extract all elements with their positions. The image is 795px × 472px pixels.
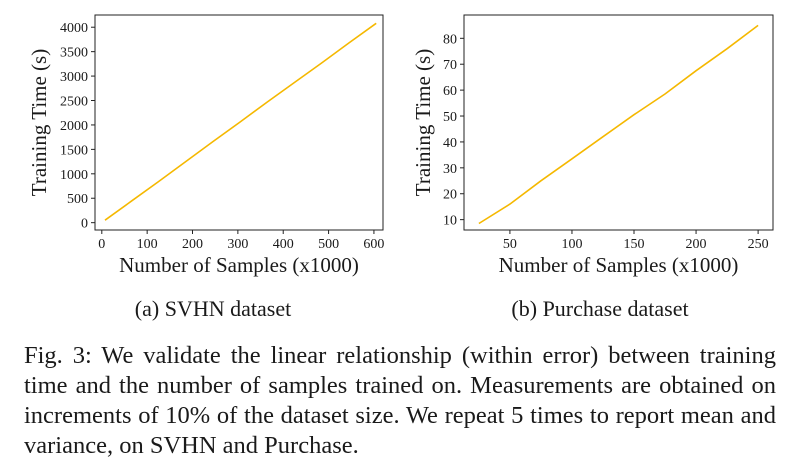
panel-a-x-tick-label: 500 bbox=[318, 237, 339, 252]
panel-b-y-tick-label: 10 bbox=[443, 214, 457, 229]
panel-a-y-tick-label: 3000 bbox=[60, 70, 88, 85]
panel-b-subcaption: (b) Purchase dataset bbox=[511, 296, 688, 321]
panel-a-y-axis-label: Training Time (s) bbox=[27, 49, 51, 196]
panel-a-y-tick-label: 1500 bbox=[60, 143, 88, 158]
caption-text: We validate the linear relationship (wit… bbox=[24, 342, 776, 459]
panel-a-y-tick-label: 2000 bbox=[60, 119, 88, 134]
panel-b-x-tick-label: 200 bbox=[686, 237, 707, 252]
panel-b-y-tick-label: 40 bbox=[443, 136, 457, 151]
panel-svhn: 0 100 200 300 400 500 600 0 500 1000 1500 2000 2500 3… bbox=[27, 14, 384, 321]
panel-a-x-tick-label: 400 bbox=[273, 237, 294, 252]
panel-b-x-tick-label: 100 bbox=[561, 237, 582, 252]
panel-b-y-tick-label: 80 bbox=[443, 32, 457, 47]
panel-b-x-tick-label: 50 bbox=[503, 237, 517, 252]
panel-a-axes-frame bbox=[94, 14, 384, 231]
panel-a-y-tick-label: 500 bbox=[67, 192, 88, 207]
panel-a-x-tick-label: 100 bbox=[137, 237, 158, 252]
panel-b-series-line bbox=[478, 24, 759, 225]
panel-a-x-tick-label: 0 bbox=[98, 237, 105, 252]
panel-a-y-tick-label: 1000 bbox=[60, 168, 88, 183]
panel-a-y-tick-label: 0 bbox=[81, 217, 88, 232]
panel-b-y-tick-label: 30 bbox=[443, 162, 457, 177]
panel-b-x-tick-label: 150 bbox=[624, 237, 645, 252]
panel-a-x-tick-label: 200 bbox=[182, 237, 203, 252]
panel-purchase: 50 100 150 200 250 10 20 30 40 50 60 70 80 Number of … bbox=[411, 14, 774, 321]
caption-prefix: Fig. 3: bbox=[24, 342, 92, 369]
panel-b-y-tick-label: 70 bbox=[443, 58, 457, 73]
panel-a-x-tick-label: 300 bbox=[227, 237, 248, 252]
panel-a-series-line bbox=[104, 22, 377, 221]
panel-b-y-tick-label: 20 bbox=[443, 188, 457, 203]
panel-b-y-tick-label: 50 bbox=[443, 110, 457, 125]
panel-a-x-tick-label: 600 bbox=[363, 237, 384, 252]
panel-a-subcaption: (a) SVHN dataset bbox=[135, 296, 291, 321]
panel-b-x-axis-label: Number of Samples (x1000) bbox=[499, 253, 739, 277]
panel-b-y-tick-label: 60 bbox=[443, 84, 457, 99]
panel-a-y-tick-label: 4000 bbox=[60, 21, 88, 36]
figure-caption: Fig. 3: We validate the linear relations… bbox=[24, 341, 776, 461]
figure: 0 100 200 300 400 500 600 0 500 1000 1500 2000 2500 3… bbox=[27, 14, 774, 321]
panel-b-axes-frame bbox=[463, 14, 774, 231]
panel-b-x-tick-label: 250 bbox=[748, 237, 769, 252]
panel-a-y-tick-label: 2500 bbox=[60, 95, 88, 110]
panel-a-y-tick-label: 3500 bbox=[60, 46, 88, 61]
panel-b-y-axis-label: Training Time (s) bbox=[411, 49, 435, 196]
panel-a-x-axis-label: Number of Samples (x1000) bbox=[119, 253, 359, 277]
